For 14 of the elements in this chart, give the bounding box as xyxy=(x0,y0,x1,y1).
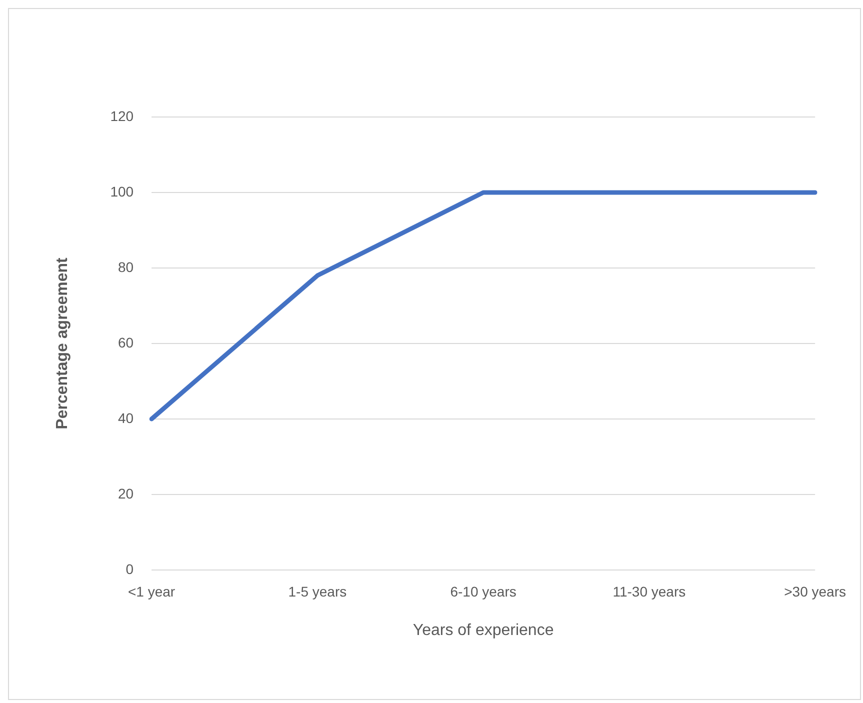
y-axis-title: Percentage agreement xyxy=(54,257,72,430)
y-tick-label: 60 xyxy=(118,334,134,350)
y-tick-label: 120 xyxy=(110,108,134,124)
y-tick-label: 20 xyxy=(118,485,134,502)
y-tick-label: 100 xyxy=(110,183,134,200)
x-axis-title: Years of experience xyxy=(412,622,554,639)
x-tick-label: 11-30 years xyxy=(612,583,686,600)
x-tick-label: >30 years xyxy=(784,583,846,600)
x-tick-label: <1 year xyxy=(128,583,176,600)
x-tick-label: 6-10 years xyxy=(450,583,516,600)
y-tick-label: 80 xyxy=(118,258,134,275)
y-tick-label: 0 xyxy=(126,560,134,577)
y-tick-label: 40 xyxy=(118,410,134,426)
x-tick-label: 1-5 years xyxy=(288,583,347,600)
